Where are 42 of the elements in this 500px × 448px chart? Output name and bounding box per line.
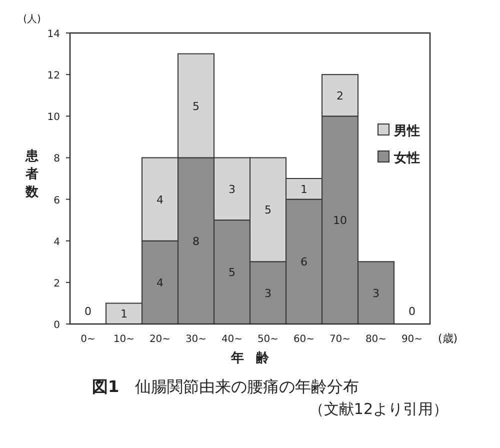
annotation: （文献12より引用） <box>308 400 448 418</box>
data-label: 6 <box>300 256 308 269</box>
data-label: 2 <box>336 89 344 102</box>
data-label: 5 <box>192 100 200 113</box>
y-tick-label: 14 <box>47 29 60 40</box>
ylabel: 患者数 <box>26 149 38 200</box>
y-tick-label: 0 <box>54 320 60 331</box>
legend-label: 女性 <box>393 151 420 166</box>
y-tick-label: 2 <box>54 278 60 290</box>
x-tick-label: 50~ <box>257 334 279 345</box>
annotation: (人) <box>23 14 41 25</box>
x-tick-label: 30~ <box>185 334 207 345</box>
y-tick-label: 12 <box>47 70 60 82</box>
x-tick-label: 90~ <box>401 334 423 345</box>
x-tick-label: 10~ <box>113 334 135 345</box>
y-tick-label: 4 <box>54 236 60 248</box>
data-label: 3 <box>264 286 272 300</box>
data-label: 5 <box>228 266 236 280</box>
x-tick-label: 80~ <box>365 334 387 345</box>
legend-label: 男性 <box>393 124 420 139</box>
data-label: 5 <box>264 204 272 217</box>
data-label: 1 <box>300 182 308 196</box>
y-tick-label: 8 <box>54 154 60 165</box>
annotation: (歳) <box>438 332 458 345</box>
x-tick-label: 60~ <box>293 334 315 345</box>
y-tick-label: 10 <box>47 112 60 124</box>
x-tick-label: 70~ <box>329 334 351 345</box>
x-tick-label: 40~ <box>221 334 243 345</box>
data-label: 3 <box>228 182 236 196</box>
data-label: 0 <box>408 305 416 318</box>
data-label: 4 <box>156 193 164 206</box>
x-tick-label: 0~ <box>80 334 96 345</box>
title: 図1 仙腸関節由来の腰痛の年齢分布 <box>92 377 360 396</box>
data-label: 8 <box>192 234 200 248</box>
data-label: 0 <box>84 305 92 318</box>
data-label: 10 <box>333 214 347 228</box>
data-label: 1 <box>120 308 128 321</box>
data-label: 3 <box>372 286 380 300</box>
xlabel: 年齢 <box>231 351 281 366</box>
x-tick-label: 20~ <box>149 334 171 345</box>
y-tick-label: 6 <box>54 195 60 206</box>
data-label: 4 <box>156 276 164 290</box>
